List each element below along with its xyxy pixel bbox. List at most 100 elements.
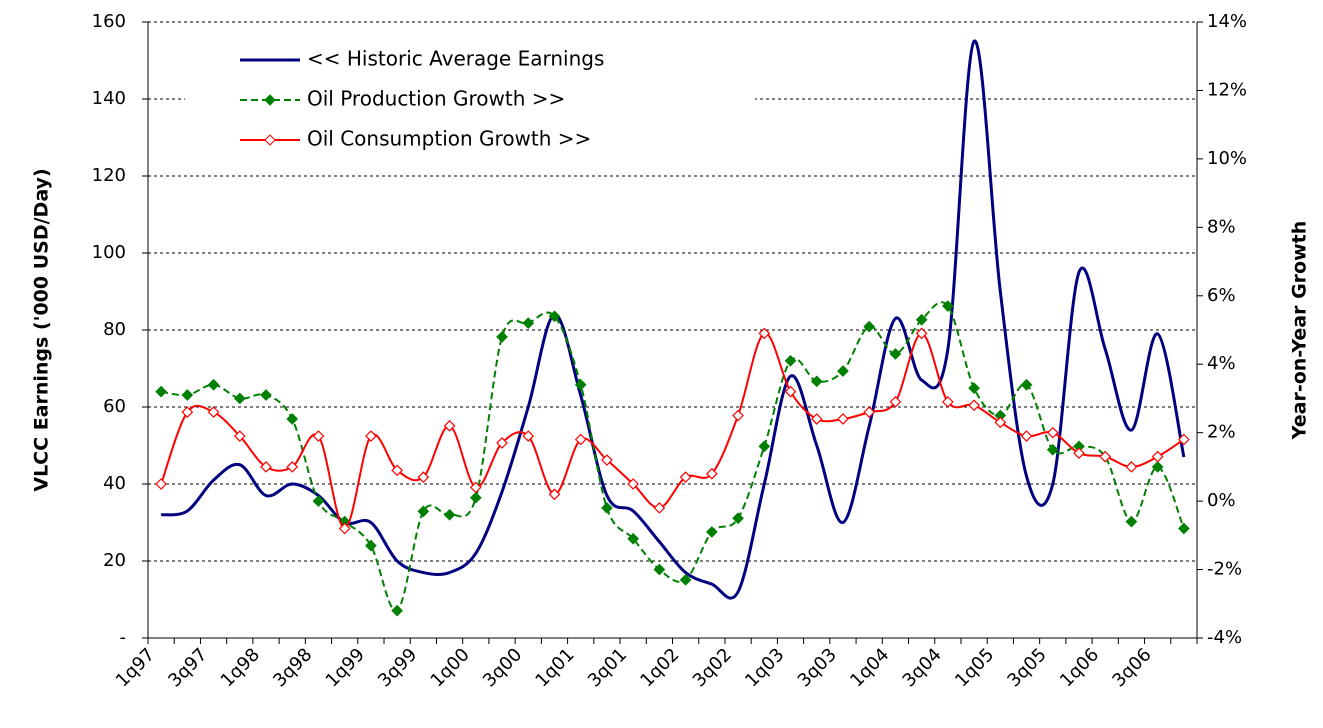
data-point [653, 502, 666, 514]
data-point [207, 378, 220, 391]
data-point [155, 478, 167, 490]
x-tick-label: 1q00 [427, 644, 474, 691]
x-tick-label: 1q99 [322, 644, 369, 691]
y-tick-label: - [120, 627, 127, 648]
y-tick-label: 60 [103, 396, 126, 417]
data-point [758, 440, 771, 453]
data-point [784, 354, 797, 367]
data-point [810, 375, 823, 388]
data-point [155, 385, 167, 398]
data-point [417, 471, 430, 484]
data-point [181, 406, 194, 418]
data-point [496, 437, 508, 449]
data-point [915, 313, 928, 326]
y2-tick-label: 4% [1207, 353, 1236, 374]
data-point [1178, 433, 1190, 446]
data-point [469, 491, 482, 504]
y2-tick-label: 12% [1207, 79, 1247, 100]
y2-tick-label: 6% [1207, 285, 1236, 306]
data-point [784, 385, 797, 398]
x-tick-label: 3q04 [899, 644, 946, 691]
data-point [837, 365, 849, 377]
data-point [233, 392, 246, 405]
data-point [1099, 450, 1112, 463]
data-point [1046, 443, 1059, 456]
data-point [522, 317, 535, 330]
data-point [968, 382, 980, 395]
y-tick-label: 160 [92, 11, 126, 32]
data-point [312, 430, 325, 442]
data-point [627, 532, 640, 545]
series-line [160, 332, 1185, 530]
x-tick-label: 1q06 [1056, 644, 1103, 691]
data-point [1046, 426, 1059, 439]
x-tick-label: 1q01 [531, 644, 578, 691]
data-point [574, 433, 587, 446]
data-point [496, 330, 508, 343]
legend-marker [264, 94, 276, 106]
y-tick-label: 140 [92, 88, 126, 109]
x-tick-label: 1q05 [951, 644, 998, 691]
y2-tick-label: 0% [1207, 490, 1236, 511]
data-point [365, 539, 377, 552]
x-tick-label: 3q06 [1108, 644, 1155, 691]
data-point [653, 563, 666, 576]
data-point [679, 573, 692, 586]
data-point [469, 481, 482, 494]
data-point [1151, 450, 1164, 463]
data-point [522, 430, 535, 442]
x-tick-label: 3q99 [374, 644, 421, 691]
data-point [391, 604, 403, 617]
data-point [260, 461, 272, 473]
data-point [1178, 522, 1190, 535]
data-point [260, 389, 272, 401]
data-point [889, 396, 902, 408]
data-point [994, 416, 1007, 429]
x-tick-label: 3q97 [164, 644, 211, 691]
x-tick-label: 3q02 [689, 644, 736, 691]
data-point [1020, 378, 1033, 391]
y2-tick-label: 8% [1207, 216, 1236, 237]
x-tick-label: 1q04 [846, 644, 893, 691]
series-line [160, 301, 1185, 612]
y-tick-label: 20 [103, 550, 126, 571]
data-point [837, 413, 849, 425]
data-point [548, 310, 561, 323]
y2-tick-label: -4% [1207, 627, 1242, 648]
y-tick-label: 120 [92, 165, 126, 186]
data-point [968, 399, 980, 412]
x-tick-label: 1q02 [636, 644, 683, 691]
data-point [286, 461, 299, 473]
data-point [1125, 515, 1138, 528]
data-point [810, 413, 823, 425]
x-tick-label: 1q97 [112, 644, 159, 691]
data-point [286, 413, 299, 425]
data-point [391, 464, 403, 477]
y-tick-label: 40 [103, 473, 126, 494]
legend-label: << Historic Average Earnings [307, 47, 604, 71]
data-point [732, 512, 744, 525]
y-tick-label: 100 [92, 242, 126, 263]
data-point [705, 467, 718, 480]
data-point [181, 389, 194, 401]
data-point [1125, 461, 1138, 473]
x-tick-label: 3q03 [794, 644, 841, 691]
data-point [889, 348, 902, 360]
data-point [365, 430, 377, 442]
data-point [443, 419, 456, 432]
data-point [863, 406, 876, 418]
data-point [758, 327, 771, 340]
data-point [417, 505, 430, 518]
data-point [233, 430, 246, 442]
data-point [443, 508, 456, 521]
y2-tick-label: -2% [1207, 559, 1242, 580]
data-point [863, 320, 876, 333]
x-tick-label: 3q00 [479, 644, 526, 691]
y-tick-label: 80 [103, 319, 126, 340]
data-point [601, 502, 613, 514]
data-point [942, 396, 954, 408]
x-tick-label: 3q01 [584, 644, 631, 691]
data-point [705, 526, 718, 538]
y2-tick-label: 10% [1207, 148, 1247, 169]
